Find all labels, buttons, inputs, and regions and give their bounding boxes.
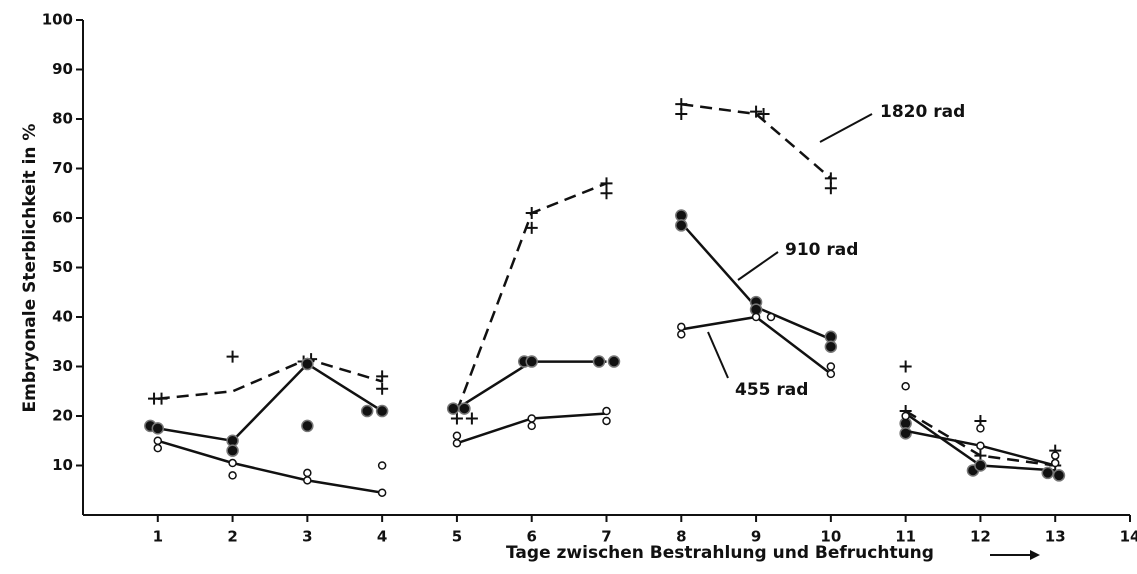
open-circle-marker [901,411,910,421]
x-tick-label: 2 [227,528,237,546]
filled-circle-marker [607,355,621,368]
label-leader [819,113,873,143]
open-circle-marker [377,461,387,470]
open-circle-marker [527,421,536,431]
plus-marker [465,412,478,425]
open-circle-marker [228,458,237,468]
x-tick-label: 12 [970,528,991,546]
filled-circle-marker [525,355,538,368]
series-label: 910 rad [785,240,858,260]
plus-marker [750,105,763,118]
x-tick-label: 10 [820,528,841,546]
open-circle-marker [452,438,462,448]
open-circle-marker [677,330,686,339]
open-circle-marker [602,406,611,416]
open-circle-marker [153,436,163,445]
filled-circle-marker [446,402,460,415]
filled-circle-marker [151,422,165,435]
open-circle-marker [901,382,910,391]
x-tick-label: 7 [601,528,611,546]
x-tick-label: 14 [1120,528,1137,546]
y-tick-label: 20 [52,407,73,425]
open-circle-marker [826,369,836,379]
plus-marker [226,350,239,363]
open-circle-marker [153,443,163,453]
x-tick-label: 1 [153,528,163,546]
x-label-arrow [990,550,1040,560]
filled-circle-marker [301,357,314,371]
x-tick-label: 4 [377,528,387,546]
open-circle-marker [452,431,462,441]
open-circle-marker [766,312,776,322]
filled-circle-marker [899,427,912,440]
plus-marker [155,392,168,405]
open-circle-marker [1050,451,1060,460]
series-label: 455 rad [735,380,808,400]
x-tick-label: 3 [302,528,312,546]
open-circle-marker [303,468,312,478]
plus-marker [824,182,837,195]
x-tick-label: 11 [895,528,916,546]
filled-circle-marker [1041,466,1054,480]
plus-marker [525,221,538,234]
plus-marker [376,370,389,383]
filled-circle-marker [1052,469,1066,482]
y-tick-label: 50 [52,258,73,276]
open-circle-marker [826,362,836,371]
open-circle-marker [377,488,387,497]
open-circle-marker [976,441,985,450]
x-tick-label: 13 [1045,528,1066,546]
filled-circle-marker [301,419,314,433]
x-tick-label: 5 [452,528,462,546]
x-tick-label: 6 [526,528,536,546]
plus-marker [525,207,538,220]
plus-marker [376,382,389,395]
y-tick-label: 40 [52,308,73,326]
x-axis-label: Tage zwischen Bestrahlung und Befruchtun… [506,543,934,563]
filled-circle-marker [375,404,389,418]
filled-circle-marker [824,340,838,353]
x-tick-label: 8 [676,528,686,546]
y-tick-label: 10 [52,456,73,474]
plus-marker [675,108,688,121]
filled-circle-marker [226,444,239,457]
filled-circle-marker [458,402,471,415]
plus-marker [450,412,463,425]
open-circle-marker [602,416,611,426]
y-tick-label: 60 [52,209,73,227]
plus-marker [600,187,613,200]
y-tick-label: 100 [42,11,73,29]
y-axis-label: Embryonale Sterblichkeit in % [20,124,40,413]
series-line [157,315,1056,494]
plus-marker [899,360,912,373]
open-circle-marker [751,312,761,322]
y-tick-label: 70 [52,159,73,177]
series-label: 1820 rad [880,102,965,122]
filled-circle-marker [360,404,374,418]
y-tick-label: 90 [52,60,73,78]
open-circle-marker [228,471,237,480]
filled-circle-marker [974,459,987,472]
open-circle-marker [303,476,312,485]
open-circle-marker [677,322,686,332]
x-tick-label: 9 [751,528,761,546]
label-leader [737,251,779,281]
label-leader [707,331,729,379]
plus-marker [757,108,770,121]
open-circle-marker [527,414,536,423]
filled-circle-marker [592,355,606,368]
open-circle-marker [1050,458,1060,468]
filled-circle-marker [675,219,688,232]
open-circle-marker [976,424,985,433]
y-tick-label: 80 [52,110,73,128]
y-tick-label: 30 [52,357,73,375]
